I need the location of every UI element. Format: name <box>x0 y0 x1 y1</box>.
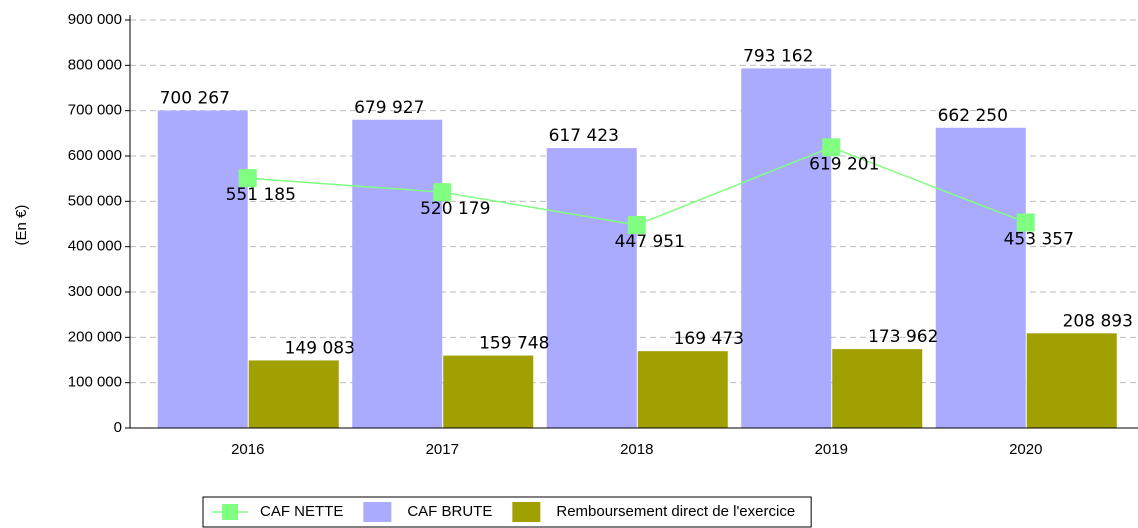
data-label: 208 893 <box>1063 311 1133 331</box>
bar <box>248 360 339 428</box>
y-tick-label: 0 <box>114 419 122 436</box>
data-label: 173 962 <box>868 327 938 347</box>
legend-box <box>202 496 812 528</box>
data-label: 159 748 <box>479 334 549 354</box>
bar <box>935 127 1026 428</box>
legend-label: Remboursement direct de l'exercice <box>556 503 795 520</box>
data-label: 793 162 <box>743 46 813 66</box>
line-marker <box>1016 213 1035 232</box>
y-tick-label: 900 000 <box>68 11 122 28</box>
x-tick-label: 2019 <box>815 441 848 458</box>
bar <box>157 110 248 428</box>
y-tick-label: 400 000 <box>68 238 122 255</box>
legend-label: CAF BRUTE <box>407 503 492 520</box>
bar <box>546 148 637 429</box>
data-label: 551 185 <box>226 185 296 205</box>
bar <box>1026 333 1117 428</box>
legend: CAF NETTE CAF BRUTE Remboursement direct d… <box>202 496 812 528</box>
y-tick-label: 500 000 <box>68 192 122 209</box>
legend-swatch <box>363 502 392 522</box>
data-label: 617 423 <box>549 126 619 146</box>
data-label: 679 927 <box>354 98 424 118</box>
bar <box>443 355 534 428</box>
data-label: 453 357 <box>1004 229 1074 249</box>
bar <box>741 68 832 428</box>
bar <box>352 119 443 429</box>
legend-swatch <box>222 504 238 520</box>
data-label: 520 179 <box>420 199 490 219</box>
line-marker <box>433 183 452 202</box>
y-tick-label: 200 000 <box>68 328 122 345</box>
bar <box>637 351 728 428</box>
x-tick-label: 2018 <box>620 441 653 458</box>
data-label: 619 201 <box>809 154 879 174</box>
data-label: 169 473 <box>674 329 744 349</box>
line-marker <box>822 138 841 157</box>
y-tick-label: 300 000 <box>68 283 122 300</box>
y-axis-label: (En €) <box>13 205 30 246</box>
data-label: 447 951 <box>615 232 685 252</box>
bar <box>832 349 923 428</box>
line-marker <box>238 169 257 188</box>
y-tick-label: 800 000 <box>68 56 122 73</box>
x-tick-label: 2020 <box>1009 441 1042 458</box>
y-tick-label: 600 000 <box>68 147 122 164</box>
x-tick-label: 2017 <box>426 441 459 458</box>
y-tick-label: 100 000 <box>68 374 122 391</box>
legend-label: CAF NETTE <box>260 503 343 520</box>
line-marker <box>627 215 646 234</box>
data-label: 662 250 <box>938 106 1008 126</box>
legend-swatch <box>512 502 541 522</box>
x-tick-label: 2016 <box>231 441 264 458</box>
y-tick-label: 700 000 <box>68 102 122 119</box>
data-label: 700 267 <box>160 89 230 109</box>
data-label: 149 083 <box>285 338 355 358</box>
